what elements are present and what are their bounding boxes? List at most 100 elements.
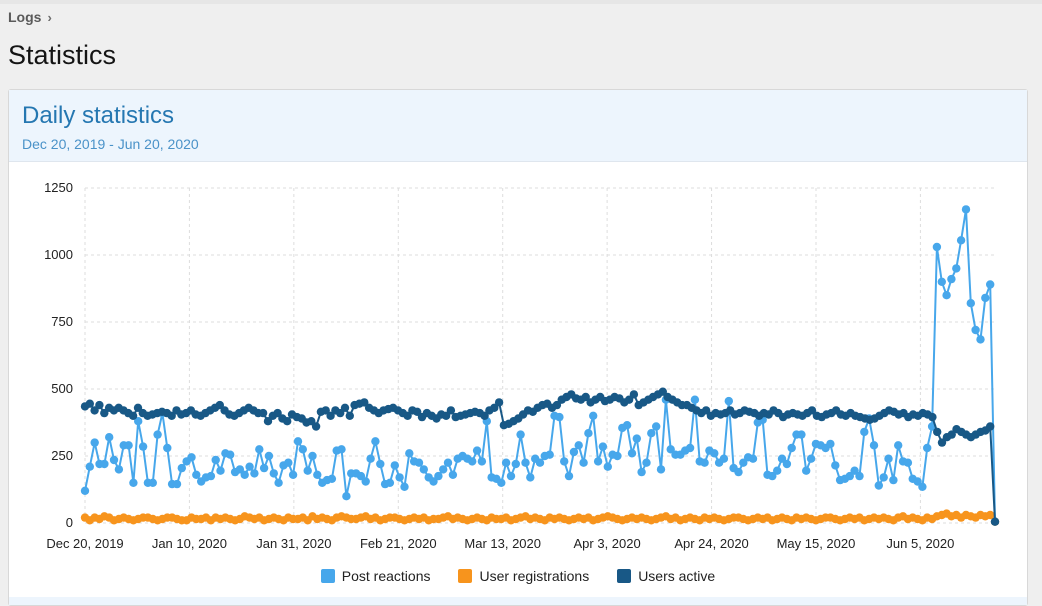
data-point	[480, 411, 489, 420]
data-point	[933, 427, 942, 437]
breadcrumb-link-logs[interactable]: Logs	[8, 9, 42, 25]
data-point	[226, 450, 235, 459]
data-point	[395, 473, 404, 482]
data-point	[448, 470, 458, 479]
data-point	[506, 471, 516, 481]
breadcrumb[interactable]: Logs ›	[8, 9, 52, 25]
data-point	[787, 443, 796, 453]
data-point	[986, 280, 995, 289]
legend-label: User registrations	[479, 568, 590, 584]
data-point	[255, 445, 264, 454]
x-tick-label: Apr 24, 2020	[674, 536, 748, 551]
data-point	[100, 459, 109, 469]
data-point	[235, 465, 245, 474]
data-point	[477, 457, 487, 466]
data-point	[545, 450, 554, 459]
y-tick-label: 750	[51, 314, 73, 329]
data-point	[472, 446, 482, 455]
legend-item-post-reactions[interactable]: Post reactions	[320, 568, 430, 584]
data-point	[153, 430, 162, 439]
data-point	[494, 398, 504, 407]
data-point	[656, 465, 666, 474]
data-point	[337, 445, 346, 454]
data-point	[497, 478, 506, 487]
data-point	[748, 454, 758, 463]
data-point	[535, 458, 545, 467]
block-footer	[9, 597, 1027, 605]
x-tick-label: Dec 20, 2019	[46, 536, 123, 551]
top-bar	[0, 0, 1042, 4]
x-tick-label: Feb 21, 2020	[360, 536, 437, 551]
data-point	[443, 458, 453, 467]
x-tick-label: Apr 3, 2020	[574, 536, 641, 551]
data-point	[163, 443, 172, 453]
data-point	[259, 463, 269, 473]
data-point	[777, 454, 787, 463]
data-point	[95, 400, 104, 410]
data-point	[928, 412, 937, 422]
data-point	[321, 406, 330, 415]
legend-item-user-registrations[interactable]: User registrations	[458, 568, 589, 584]
data-point	[177, 463, 186, 473]
data-point	[629, 390, 639, 399]
data-point	[589, 411, 598, 420]
data-point	[114, 465, 124, 474]
data-point	[283, 417, 292, 426]
y-tick-label: 1000	[44, 247, 73, 262]
data-point	[724, 396, 733, 406]
data-point	[172, 479, 182, 489]
data-point	[345, 411, 354, 420]
data-point	[85, 399, 95, 408]
data-point	[952, 264, 961, 273]
data-point	[966, 299, 975, 308]
data-point	[802, 466, 811, 475]
data-point	[986, 510, 995, 520]
data-point	[371, 437, 380, 446]
data-point	[666, 445, 675, 454]
x-tick-label: Jun 5, 2020	[886, 536, 954, 551]
data-point	[245, 462, 254, 471]
data-point	[937, 277, 946, 286]
data-point	[490, 403, 499, 412]
data-point	[923, 443, 932, 453]
data-point	[884, 454, 893, 463]
data-point	[90, 438, 99, 447]
block-title: Daily statistics	[22, 102, 175, 129]
data-point	[806, 454, 816, 463]
data-point	[311, 422, 321, 431]
data-point	[419, 465, 428, 474]
data-point	[403, 411, 412, 420]
data-point	[976, 335, 985, 344]
legend-item-users-active[interactable]: Users active	[617, 568, 715, 584]
data-point	[468, 457, 477, 466]
x-tick-label: Jan 31, 2020	[256, 536, 331, 551]
data-point	[874, 481, 883, 490]
data-point	[293, 437, 303, 446]
data-point	[598, 442, 608, 451]
data-point	[327, 474, 337, 483]
y-tick-label: 0	[66, 515, 73, 530]
data-point	[129, 478, 138, 487]
data-point	[340, 403, 350, 412]
data-point	[288, 470, 298, 479]
daily-stats-chart: 0 250 500 750 1000 1250 Dec 20, 2019 Jan 10, 20…	[44, 180, 1000, 551]
data-point	[376, 459, 385, 469]
page-title: Statistics	[8, 40, 117, 70]
data-point	[269, 469, 278, 478]
data-point	[356, 471, 366, 481]
data-point	[603, 462, 612, 471]
data-point	[298, 445, 307, 454]
data-point	[258, 408, 268, 418]
data-point	[250, 469, 259, 478]
data-point	[574, 441, 583, 450]
data-point	[855, 471, 864, 481]
data-point	[734, 467, 743, 477]
data-point	[390, 461, 399, 470]
legend-swatch	[320, 569, 335, 583]
chevron-right-icon: ›	[47, 9, 52, 25]
data-point	[971, 325, 980, 335]
data-point	[768, 471, 777, 481]
data-point	[516, 430, 525, 439]
x-tick-label: May 15, 2020	[777, 536, 856, 551]
data-point	[187, 453, 196, 462]
